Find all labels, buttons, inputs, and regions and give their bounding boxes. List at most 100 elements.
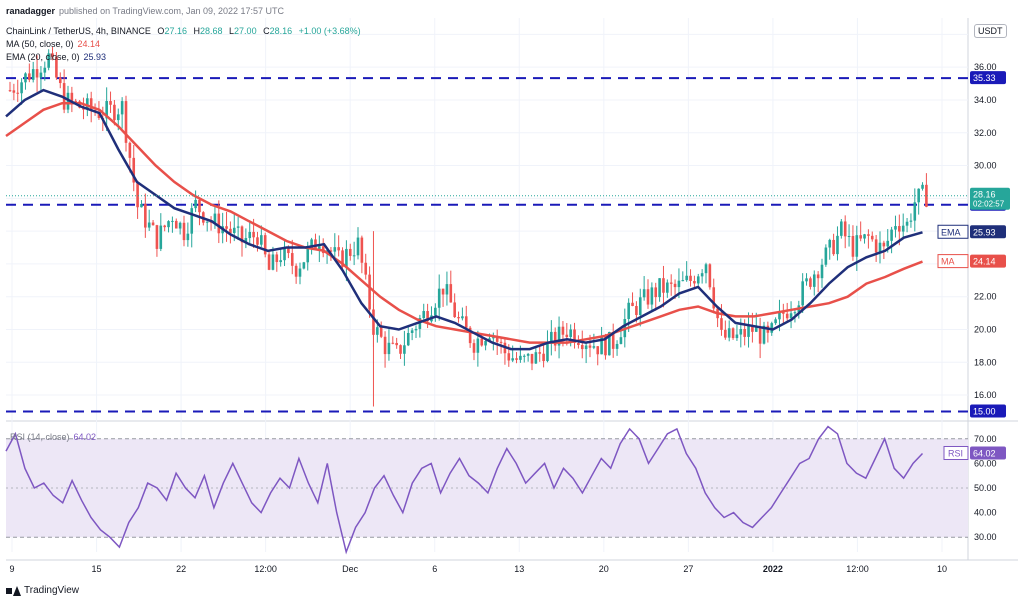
- candle-body: [735, 334, 739, 339]
- candle-body: [194, 199, 197, 209]
- candle-body: [600, 336, 603, 355]
- price-tick-label: 16.00: [974, 390, 997, 400]
- rsi-legend[interactable]: RSI (14, close) 64.02: [10, 432, 100, 442]
- candle-body: [809, 278, 812, 287]
- candle-body: [74, 100, 78, 102]
- candle-body: [758, 327, 762, 344]
- ohlc-close: 28.16: [269, 26, 293, 36]
- candle-body: [205, 221, 209, 223]
- candle-body: [352, 255, 356, 257]
- ohlc-close-label: C: [263, 26, 270, 36]
- candle-body: [696, 276, 700, 284]
- candle-body: [673, 283, 677, 288]
- candle-body: [519, 355, 522, 360]
- ema-legend[interactable]: EMA (20, close, 0) 25.93: [6, 52, 110, 62]
- candle-body: [708, 264, 712, 288]
- candle-body: [901, 225, 905, 232]
- candle-body: [840, 221, 843, 236]
- candle-body: [445, 284, 449, 295]
- candle-body: [379, 327, 383, 337]
- candle-body: [925, 184, 928, 207]
- candle-body: [824, 247, 828, 265]
- candle-body: [167, 221, 170, 228]
- candle-body: [511, 358, 514, 361]
- candle-body: [526, 353, 530, 356]
- candle-body: [422, 311, 426, 319]
- rsi-tick-label: 50.00: [974, 483, 997, 493]
- candle-body: [635, 305, 638, 316]
- candle-body: [631, 302, 634, 306]
- currency-selector[interactable]: USDT: [974, 24, 1007, 38]
- candle-body: [484, 340, 487, 346]
- ohlc-open-label: O: [157, 26, 165, 36]
- candle-body: [248, 231, 252, 239]
- ma-legend-value: 24.14: [77, 39, 101, 49]
- rsi-line: [5, 425, 924, 555]
- ma-legend-label: MA (50, close, 0): [6, 39, 74, 49]
- candle-body: [921, 184, 924, 189]
- candle-body: [596, 346, 600, 355]
- candle-body: [642, 289, 646, 298]
- candle-body: [89, 98, 93, 110]
- candle-body: [681, 280, 685, 282]
- candle-body: [584, 345, 588, 350]
- candle-body: [8, 90, 12, 92]
- tradingview-logo[interactable]: TradingView: [6, 585, 79, 596]
- candle-body: [302, 262, 306, 269]
- candle-body: [905, 221, 909, 226]
- candle-body: [638, 297, 642, 316]
- candle-body: [789, 313, 793, 319]
- rsi-legend-label: RSI (14, close): [10, 432, 70, 442]
- candle-body: [859, 235, 862, 239]
- candle-body: [360, 237, 364, 263]
- candle-body: [345, 248, 348, 267]
- candle-body: [782, 311, 785, 314]
- candle-body: [754, 327, 758, 332]
- level-tag: [970, 71, 1006, 85]
- author-name[interactable]: ranadagger: [6, 6, 56, 16]
- candle-body: [395, 342, 398, 346]
- candle-body: [480, 338, 484, 346]
- candle-body: [441, 288, 445, 295]
- candle-body: [542, 353, 545, 362]
- candle-body: [553, 331, 557, 346]
- candle-body: [677, 280, 681, 288]
- candle-body: [720, 318, 723, 330]
- candle-body: [793, 312, 797, 314]
- candle-body: [140, 203, 143, 208]
- candle-body: [476, 338, 480, 353]
- candle-body: [863, 234, 866, 239]
- level-tag: [970, 404, 1006, 418]
- candle-body: [646, 289, 650, 305]
- candle-body: [588, 345, 592, 348]
- candle-body: [693, 281, 696, 284]
- candle-body: [298, 268, 302, 277]
- last-price-tag: [970, 187, 1010, 210]
- candle-body: [453, 302, 456, 318]
- candle-body: [198, 199, 201, 213]
- candle-body: [97, 112, 101, 119]
- publish-line: ranadagger published on TradingView.com, …: [6, 6, 288, 16]
- EMA-tag-value-box: [970, 225, 1006, 239]
- candle-body: [461, 316, 464, 319]
- candle-body: [550, 331, 553, 342]
- candle-body: [116, 114, 120, 121]
- ma-legend[interactable]: MA (50, close, 0) 24.14: [6, 39, 104, 49]
- candle-body: [499, 341, 503, 343]
- candle-body: [851, 235, 855, 257]
- candle-body: [561, 326, 565, 335]
- symbol-line: ChainLink / TetherUS, 4h, BINANCE O27.16…: [6, 26, 365, 36]
- candle-body: [870, 235, 874, 240]
- countdown-label: 02:02:57: [973, 200, 1005, 209]
- candle-body: [739, 328, 743, 335]
- candle-body: [318, 246, 321, 250]
- level-tag-label: 35.33: [973, 73, 996, 83]
- candle-body: [310, 239, 313, 249]
- symbol-title[interactable]: ChainLink / TetherUS, 4h, BINANCE: [6, 26, 151, 36]
- price-tick-label: 18.00: [974, 357, 997, 367]
- candle-body: [35, 69, 39, 78]
- candle-body: [213, 213, 217, 223]
- candle-body: [886, 240, 890, 247]
- candle-body: [832, 239, 835, 255]
- candle-body: [488, 338, 491, 341]
